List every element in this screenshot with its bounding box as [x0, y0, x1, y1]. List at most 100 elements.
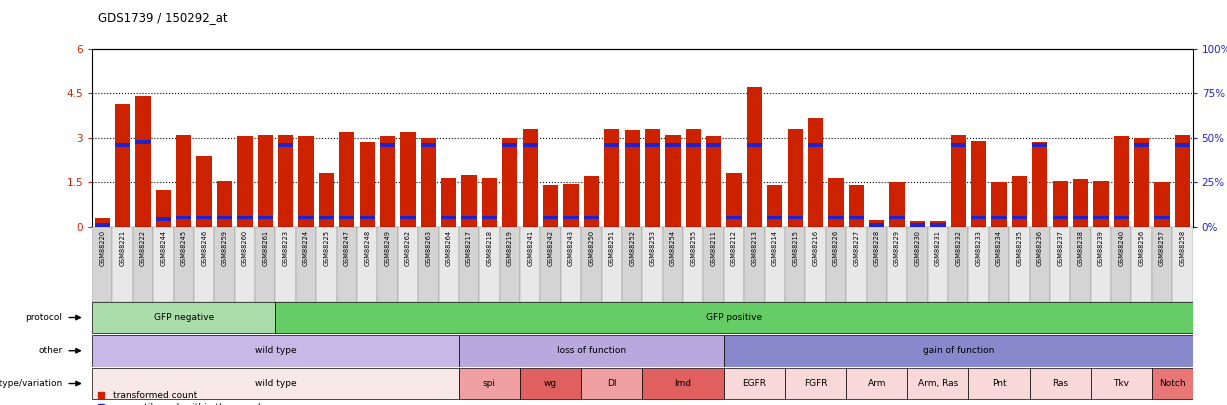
Bar: [890, 216, 904, 220]
Text: GSM88216: GSM88216: [812, 230, 818, 266]
Text: Arm: Arm: [867, 379, 886, 388]
Bar: [317, 227, 336, 302]
Bar: [1029, 227, 1050, 302]
Bar: [1091, 368, 1152, 399]
Text: GSM88253: GSM88253: [649, 230, 655, 266]
Text: GSM88215: GSM88215: [793, 230, 799, 266]
Bar: [663, 227, 683, 302]
Bar: [296, 227, 317, 302]
Bar: [520, 368, 582, 399]
Bar: [279, 143, 293, 147]
Bar: [683, 227, 703, 302]
Bar: [724, 368, 785, 399]
Bar: [604, 129, 620, 227]
Bar: [1112, 227, 1131, 302]
Text: GSM88264: GSM88264: [445, 230, 452, 266]
Text: GSM88244: GSM88244: [161, 230, 167, 266]
Text: GSM88213: GSM88213: [751, 230, 757, 266]
Text: GSM88249: GSM88249: [384, 230, 390, 266]
Text: GSM88223: GSM88223: [282, 230, 288, 266]
Bar: [1152, 227, 1172, 302]
Bar: [563, 184, 579, 227]
Bar: [971, 141, 987, 227]
Bar: [1029, 368, 1091, 399]
Bar: [563, 216, 579, 220]
Bar: [930, 223, 946, 227]
Bar: [115, 143, 130, 147]
Bar: [499, 227, 520, 302]
Text: GSM88261: GSM88261: [263, 230, 269, 266]
Bar: [847, 368, 907, 399]
Bar: [604, 143, 620, 147]
Bar: [380, 143, 395, 147]
Bar: [523, 143, 537, 147]
Text: GSM88236: GSM88236: [1037, 230, 1043, 266]
Bar: [1032, 143, 1048, 147]
Bar: [849, 216, 864, 220]
Bar: [255, 227, 275, 302]
Bar: [92, 335, 459, 367]
Bar: [360, 216, 374, 220]
Bar: [989, 227, 1009, 302]
Bar: [910, 223, 925, 227]
Bar: [237, 136, 253, 227]
Bar: [1114, 216, 1129, 220]
Bar: [584, 176, 599, 227]
Text: Dl: Dl: [607, 379, 616, 388]
Text: GSM88230: GSM88230: [914, 230, 920, 266]
Bar: [1093, 216, 1108, 220]
Bar: [907, 227, 928, 302]
Bar: [275, 302, 1193, 333]
Bar: [1172, 227, 1193, 302]
Bar: [828, 178, 844, 227]
Bar: [948, 227, 968, 302]
Bar: [726, 173, 741, 227]
Text: GSM88250: GSM88250: [589, 230, 594, 266]
Bar: [258, 135, 272, 227]
Bar: [643, 227, 663, 302]
Bar: [582, 227, 601, 302]
Text: GSM88222: GSM88222: [140, 230, 146, 266]
Bar: [747, 143, 762, 147]
Bar: [968, 368, 1029, 399]
Bar: [807, 143, 823, 147]
Bar: [1152, 368, 1193, 399]
Bar: [869, 223, 885, 227]
Bar: [400, 216, 416, 220]
Bar: [910, 221, 925, 227]
Bar: [1155, 216, 1169, 220]
Bar: [217, 216, 232, 220]
Bar: [928, 227, 948, 302]
Text: GSM88241: GSM88241: [528, 230, 534, 266]
Text: Imd: Imd: [675, 379, 692, 388]
Bar: [156, 190, 171, 227]
Bar: [991, 216, 1006, 220]
Bar: [665, 135, 681, 227]
Text: GSM88252: GSM88252: [629, 230, 636, 266]
Bar: [398, 227, 418, 302]
Bar: [706, 143, 721, 147]
Bar: [1070, 227, 1091, 302]
Bar: [357, 227, 378, 302]
Bar: [1032, 142, 1048, 227]
Bar: [1091, 227, 1112, 302]
Text: GSM88237: GSM88237: [1058, 230, 1063, 266]
Bar: [298, 136, 314, 227]
Bar: [1114, 136, 1129, 227]
Text: wild type: wild type: [255, 346, 296, 355]
Text: GSM88262: GSM88262: [405, 230, 411, 266]
Bar: [459, 227, 480, 302]
Bar: [113, 227, 133, 302]
Bar: [177, 216, 191, 220]
Bar: [94, 218, 110, 227]
Text: Tkv: Tkv: [1113, 379, 1129, 388]
Bar: [665, 143, 681, 147]
Bar: [135, 140, 151, 144]
Bar: [642, 368, 724, 399]
Bar: [1053, 216, 1067, 220]
Bar: [421, 138, 436, 227]
Text: GSM88259: GSM88259: [222, 230, 227, 266]
Text: spi: spi: [483, 379, 496, 388]
Text: GSM88242: GSM88242: [547, 230, 553, 266]
Bar: [584, 216, 599, 220]
